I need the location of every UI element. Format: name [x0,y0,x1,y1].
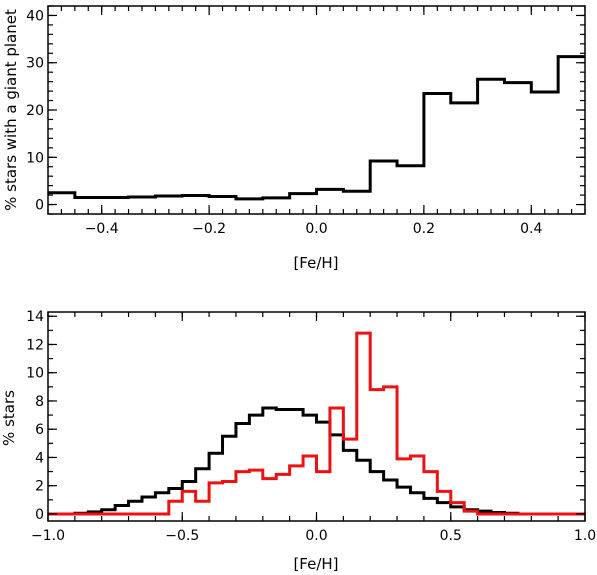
bottom-axis-ticks: −1.0 −0.5 0.0 0.5 1.0 0 2 4 6 8 10 12 14 [26,309,596,544]
bottom-y-tick-label: 14 [26,309,44,325]
top-y-tick-label: 10 [26,150,44,166]
top-axis-ticks: −0.4 −0.2 0.0 0.2 0.4 0 10 20 30 40 [26,5,586,237]
bottom-series-1-histogram [48,331,585,516]
top-x-tick-label: −0.4 [85,221,119,237]
bottom-plot-area [48,331,585,516]
bottom-x-tick-label: 1.0 [574,528,596,544]
bottom-x-tick-label: 0.0 [305,528,327,544]
bottom-y-tick-label: 6 [35,422,44,438]
bottom-x-tick-label: −0.5 [165,528,199,544]
bottom-y-tick-label: 2 [35,479,44,495]
top-x-tick-label: 0.2 [413,221,435,237]
top-y-axis-label: % stars with a giant planet [2,9,20,211]
top-plot-frame [47,5,586,215]
top-y-tick-label: 40 [26,8,44,24]
panel-top: −0.4 −0.2 0.0 0.2 0.4 0 10 20 30 40 [Fe/H] % star… [2,5,586,272]
bottom-y-tick-label: 12 [26,337,44,353]
top-x-tick-label: 0.0 [305,221,327,237]
top-y-tick-label: 0 [35,198,44,214]
top-x-tick-label: −0.2 [192,221,226,237]
bottom-y-tick-label: 10 [26,366,44,382]
top-x-tick-label: 0.4 [520,221,542,237]
top-x-axis-label: [Fe/H] [293,254,338,272]
bottom-y-tick-label: 8 [35,394,44,410]
top-y-tick-label: 20 [26,103,44,119]
bottom-x-axis-label: [Fe/H] [293,555,338,573]
bottom-y-tick-label: 4 [35,450,44,466]
bottom-x-tick-label: −1.0 [31,528,65,544]
top-y-tick-label: 30 [26,56,44,72]
panel-bottom: −1.0 −0.5 0.0 0.5 1.0 0 2 4 6 8 10 12 14 [Fe/H] % st… [0,309,596,573]
bottom-x-tick-label: 0.5 [440,528,462,544]
bottom-y-axis-label: % stars [0,390,18,446]
top-series-0-histogram [48,55,585,201]
top-plot-area [48,55,585,201]
bottom-y-tick-label: 0 [35,507,44,523]
